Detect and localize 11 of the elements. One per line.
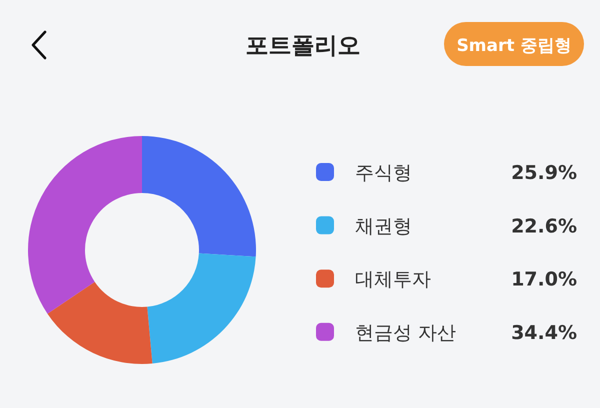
data-label: 34.4% (511, 322, 577, 344)
badge: Smart 중립형 (444, 22, 584, 66)
legend-label: 채권형 (355, 215, 412, 238)
legend-label: 현금성 자산 (355, 322, 456, 344)
data-label: 25.9% (511, 162, 577, 184)
data-label: 17.0% (511, 268, 577, 291)
legend-label: 주식형 (355, 162, 412, 184)
legend-label: 대체투자 (355, 268, 431, 291)
chart-title: 포트폴리오 (246, 33, 360, 59)
chart-subtitle: Smart 중립형 (456, 36, 572, 56)
data-label: 22.6% (511, 215, 577, 238)
